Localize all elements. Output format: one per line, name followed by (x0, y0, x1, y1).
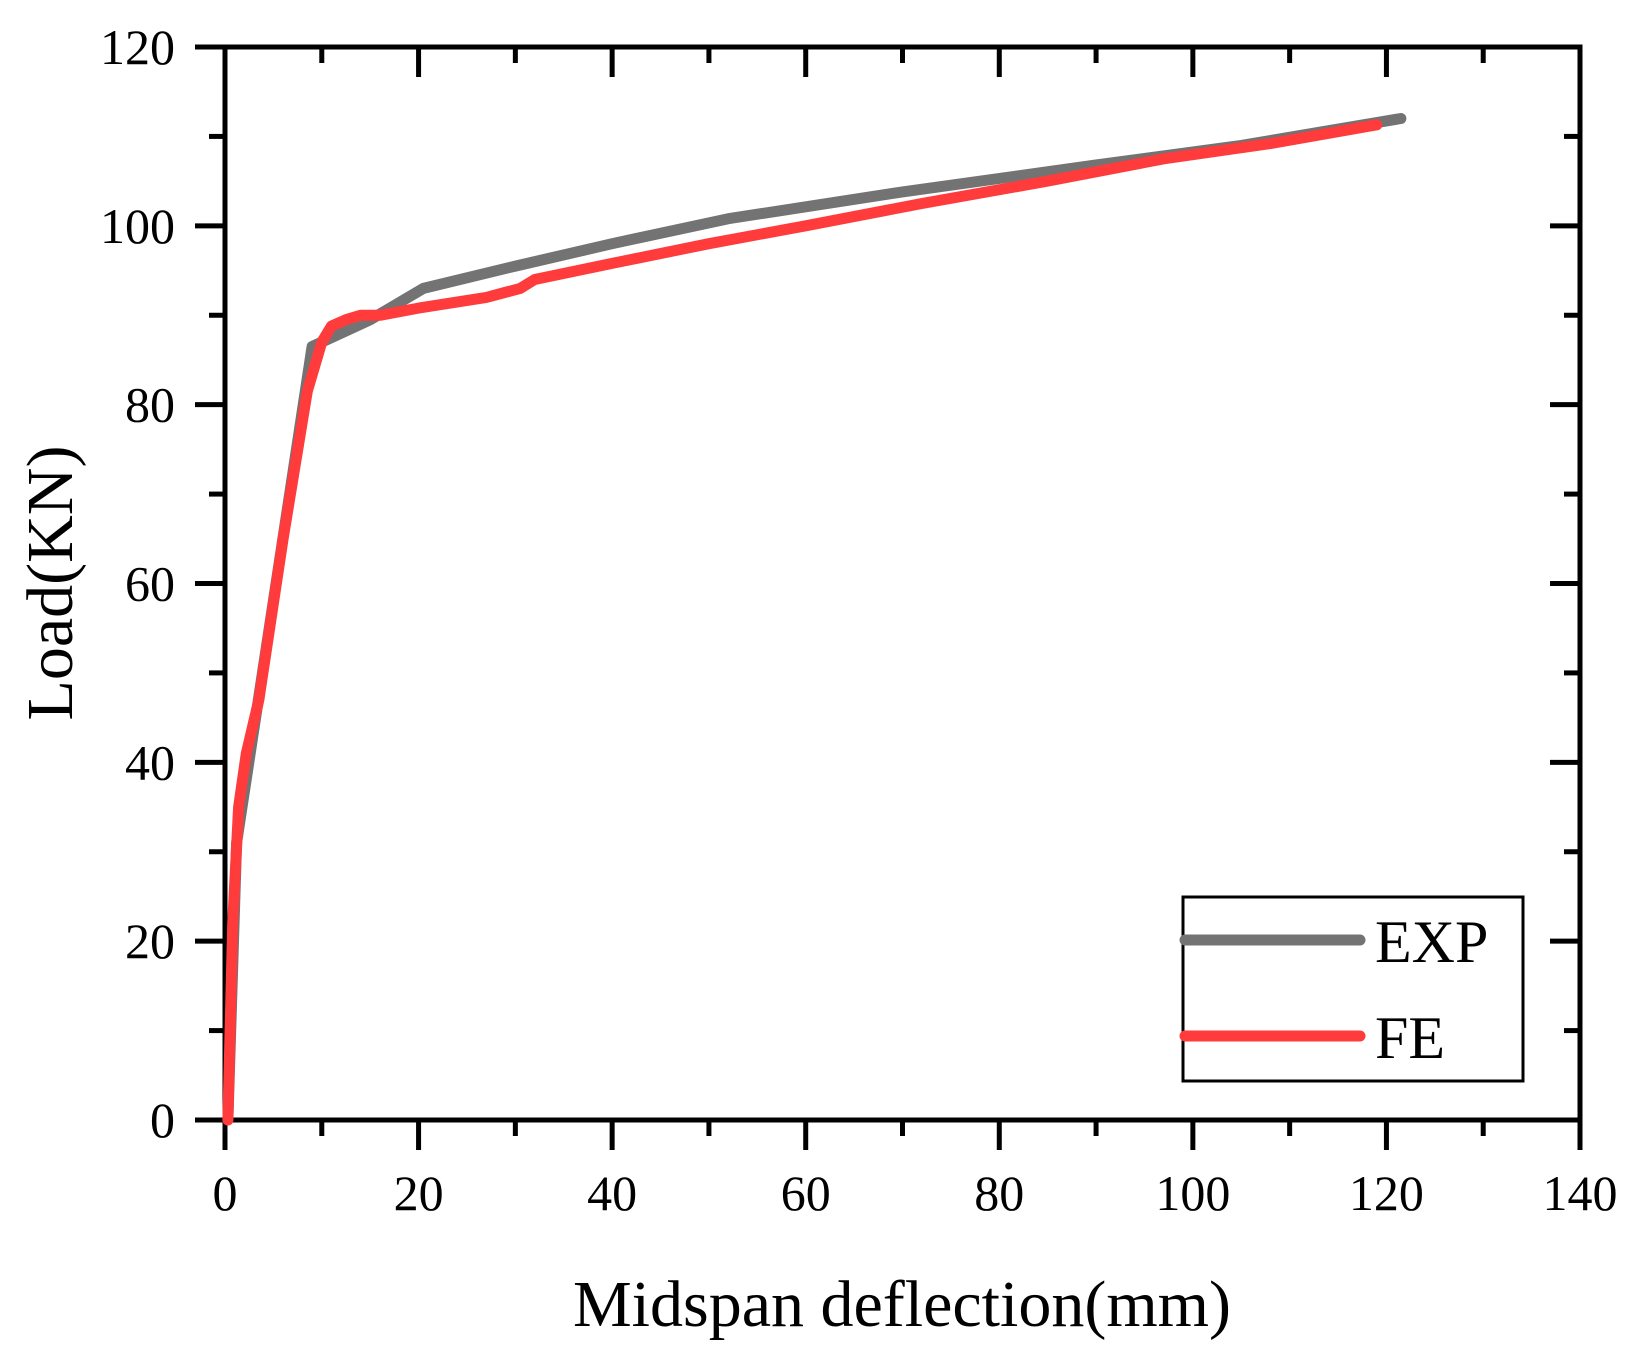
legend-box (1181, 895, 1525, 1083)
y-tick-label: 20 (125, 913, 175, 969)
x-tick-label: 100 (1155, 1165, 1230, 1221)
x-tick-label: 140 (1543, 1165, 1618, 1221)
legend: EXP FE (1179, 895, 1525, 1083)
series-line-fe (222, 119, 1383, 1126)
legend-label-fe: FE (1375, 1005, 1445, 1071)
y-tick-label: 80 (125, 377, 175, 433)
legend-label-exp: EXP (1375, 909, 1488, 975)
x-tick-label: 20 (394, 1165, 444, 1221)
x-tick-label: 0 (213, 1165, 238, 1221)
x-tick-label: 120 (1349, 1165, 1424, 1221)
series-layer (222, 113, 1407, 1126)
y-tick-label: 100 (100, 198, 175, 254)
x-tick-label: 80 (974, 1165, 1024, 1221)
y-tick-label: 60 (125, 556, 175, 612)
series-line-exp (222, 113, 1407, 1126)
y-axis-title: Load(KN) (14, 446, 87, 721)
y-tick-label: 40 (125, 734, 175, 790)
y-tick-label: 120 (100, 19, 175, 75)
x-axis-title: Midspan deflection(mm) (573, 1268, 1231, 1341)
ticks-layer: 0 20 40 60 80 100 120 140 0 20 40 60 80 100 120 (100, 19, 1618, 1221)
y-tick-label: 0 (150, 1092, 175, 1148)
x-tick-label: 60 (781, 1165, 831, 1221)
x-tick-label: 40 (587, 1165, 637, 1221)
